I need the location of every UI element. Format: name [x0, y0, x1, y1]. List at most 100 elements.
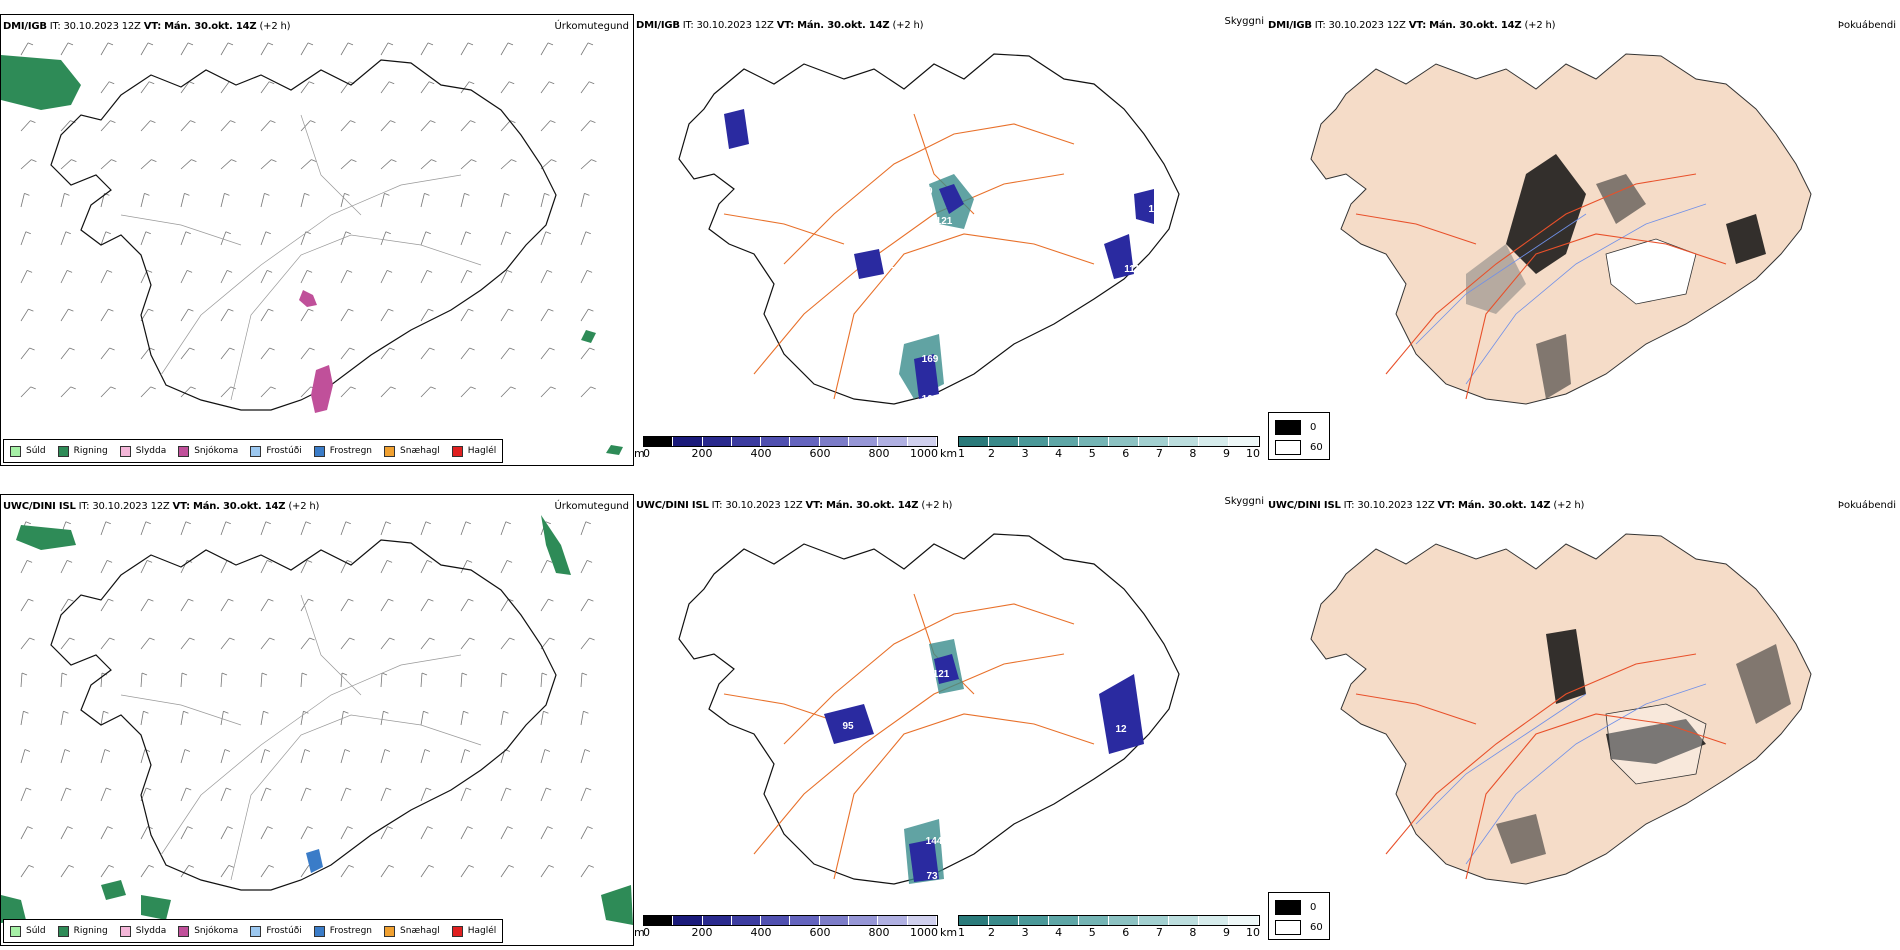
wind-barb: [460, 193, 465, 208]
legend-swatch: [384, 445, 396, 457]
wind-barb: [140, 711, 144, 726]
rain-area: [601, 885, 633, 925]
wind-barb-tick: [425, 521, 431, 525]
wind-barb-tick: [384, 749, 391, 752]
wind-barb: [300, 865, 310, 878]
wind-barb: [380, 787, 387, 802]
wind-barb: [340, 711, 344, 726]
panel-title: Þokuábendi: [1837, 500, 1896, 511]
wind-barb-tick: [184, 193, 190, 196]
wind-barb: [220, 865, 230, 878]
legend-swatch: [313, 925, 325, 937]
wind-barb-tick: [148, 308, 154, 312]
wind-barb: [260, 308, 269, 322]
wind-barb: [140, 826, 148, 840]
wind-barb: [20, 386, 31, 398]
wind-barb-tick: [146, 270, 153, 273]
wind-barb: [260, 521, 267, 536]
panel-header: DMI/IGB IT: 30.10.2023 12Z VT: Mán. 30.o…: [3, 21, 291, 32]
wind-barb-tick: [226, 787, 232, 791]
wind-barb-tick: [109, 81, 115, 85]
precip-legend-item: Frostúði: [250, 925, 302, 937]
panel-title: Úrkomutegund: [554, 21, 629, 32]
roads: [1355, 653, 1727, 880]
cloud-base-label: 18: [966, 268, 978, 279]
legend-label: Slydda: [135, 926, 167, 936]
wind-barb-tick: [587, 42, 594, 46]
wind-barb-tick: [68, 865, 74, 868]
rain-area: [606, 445, 623, 455]
precip-legend-item: Frostregn: [313, 925, 373, 937]
wind-barb-tick: [343, 710, 349, 714]
wind-barb-tick: [110, 120, 116, 123]
wind-barb-tick: [105, 231, 111, 235]
legend-label: Frostúði: [266, 446, 302, 456]
wind-barb-tick: [470, 386, 476, 390]
iceland-outline: [50, 539, 557, 891]
wind-barb-tick: [107, 42, 114, 46]
wind-barb-tick: [547, 826, 553, 829]
wind-barb: [60, 787, 67, 802]
wind-barb: [340, 787, 347, 802]
wind-barb-tick: [387, 826, 393, 829]
wind-barb-tick: [431, 159, 437, 162]
wind-barb: [540, 826, 548, 840]
wind-barb-tick: [265, 231, 271, 235]
wind-barb: [420, 521, 427, 536]
iceland-outline: [50, 59, 557, 411]
wind-barb-tick: [503, 710, 509, 714]
wind-barb-tick: [426, 787, 432, 791]
wind-barb-tick: [305, 521, 311, 525]
legend-label: Rigning: [73, 926, 108, 936]
wind-barb: [580, 308, 589, 322]
wind-barb: [500, 560, 508, 574]
wind-barb: [300, 347, 310, 360]
wind-barb: [420, 672, 423, 688]
wind-barb: [420, 598, 429, 612]
colorbar-cell: [673, 916, 703, 925]
wind-barb-tick: [505, 231, 511, 235]
fog-legend-swatch-0: [1275, 420, 1301, 435]
wind-barb-tick: [308, 598, 314, 602]
fog-legend-swatch-60: [1275, 440, 1301, 455]
wind-barb-tick: [467, 42, 474, 46]
wind-barb: [300, 711, 304, 726]
wind-barb: [100, 749, 106, 764]
wind-barb-tick: [465, 231, 471, 235]
colorbar-cell: [673, 437, 703, 446]
wind-barb: [140, 865, 150, 878]
wind-barb-tick: [510, 120, 516, 123]
wind-barb: [300, 826, 308, 840]
wind-barb: [180, 787, 187, 802]
low-cloud-area: [1134, 189, 1154, 224]
wind-barb-tick: [467, 826, 473, 829]
wind-barb-tick: [548, 308, 554, 312]
wind-barb: [140, 521, 147, 536]
wind-barb-tick: [544, 749, 551, 752]
wind-barb-tick: [146, 560, 153, 563]
colorbar-cell: [761, 437, 791, 446]
colorbar-cell: [849, 437, 879, 446]
wind-barb: [180, 347, 190, 360]
wind-barb: [460, 560, 468, 574]
rain-area: [541, 515, 571, 575]
wind-barb-tick: [347, 42, 354, 46]
wind-barb-tick: [341, 672, 348, 676]
colorbar-tick: 7: [1155, 447, 1163, 460]
fog-area: [1736, 644, 1791, 724]
wind-barb-tick: [469, 347, 475, 351]
wind-barb: [540, 749, 546, 764]
wind-barb: [220, 42, 229, 56]
legend-label: Frostregn: [329, 926, 373, 936]
panel-title: Þokuábendi: [1837, 20, 1896, 31]
wind-barb-tick: [231, 159, 237, 162]
height-unit: m: [634, 447, 645, 460]
wind-barb: [60, 598, 69, 612]
wind-barb: [260, 386, 271, 398]
wind-barb: [180, 120, 191, 132]
roads: [1355, 173, 1727, 400]
wind-barb: [340, 347, 350, 360]
wind-barb: [60, 749, 66, 764]
wind-barb: [380, 193, 385, 208]
wind-barb-tick: [190, 386, 196, 390]
